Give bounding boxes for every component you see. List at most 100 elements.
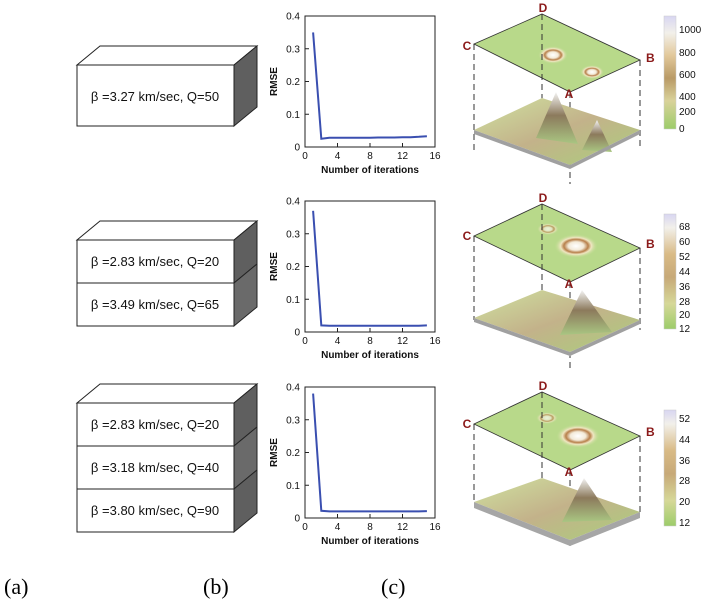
- map-3-cbar-tick-4: 28: [679, 476, 691, 487]
- map-3-cbar-tick-6: 12: [679, 518, 691, 529]
- model-1-layer-1-label: β =3.27 km/sec, Q=50: [91, 89, 219, 104]
- surface-map-1: D C B A 1000 800 600 400 200 0: [463, 1, 702, 184]
- map-1-high-2: [580, 65, 604, 79]
- surface-map-3: D C B A 52 44 36 28 20 12: [463, 379, 691, 548]
- map-3-colorbar: [663, 409, 677, 527]
- chart-2-xtick-label-1: 4: [335, 336, 341, 347]
- chart-1-ytick-label-4: 0.4: [286, 12, 300, 23]
- chart-1-plot-area: [304, 15, 436, 148]
- chart-2-ytick-label-0: 0: [294, 328, 300, 339]
- map-1-cbar-tick-3: 600: [679, 70, 696, 81]
- map-3-cbar-tick-2: 44: [679, 435, 691, 446]
- chart-2-xtick-label-4: 16: [429, 336, 441, 347]
- model-1-layer-1: [76, 64, 235, 127]
- map-1-cbar-tick-4: 400: [679, 92, 696, 103]
- map-3-cbar-tick-5: 20: [679, 497, 691, 508]
- panel-label-a: (a): [4, 574, 29, 599]
- map-3-corner-a: A: [565, 465, 574, 479]
- chart-1-xtick-label-0: 0: [302, 151, 308, 162]
- model-2-layer-1-label: β =2.83 km/sec, Q=20: [91, 254, 219, 269]
- map-3-corner-d: D: [539, 379, 548, 393]
- map-1-corner-a: A: [565, 87, 574, 101]
- model-3-layer-2-label: β =3.18 km/sec, Q=40: [91, 460, 219, 475]
- panel-label-b: (b): [203, 574, 229, 599]
- map-2-corner-b: B: [646, 237, 655, 251]
- map-2-high-2: [537, 223, 559, 235]
- map-2-corner-d: D: [539, 191, 548, 205]
- chart-2-xtick-label-0: 0: [302, 336, 308, 347]
- chart-3-xtick-label-3: 12: [397, 522, 409, 533]
- map-2-cbar-tick-8: 12: [679, 324, 691, 335]
- chart-1-series-1-line: [312, 32, 427, 140]
- map-3-corner-b: B: [646, 425, 655, 439]
- map-2-cbar-tick-4: 44: [679, 267, 691, 278]
- chart-3-series-1-line: [312, 393, 427, 513]
- map-1-peak-1: [536, 92, 578, 144]
- model-3: β =2.83 km/sec, Q=20 β =3.18 km/sec, Q=4…: [75, 382, 259, 534]
- chart-1-xtick-label-4: 16: [429, 151, 441, 162]
- chart-1-ytick-label-1: 0.1: [286, 110, 300, 121]
- model-3-layer-3-label: β =3.80 km/sec, Q=90: [91, 503, 219, 518]
- map-2-terrain-edge: [474, 318, 640, 356]
- chart-1-ytick-label-0: 0: [294, 143, 300, 154]
- map-1-cbar-tick-6: 0: [679, 124, 685, 135]
- chart-3-ytick-label-1: 0.1: [286, 481, 300, 492]
- model-3-layer-3: [76, 488, 235, 533]
- map-3-high-1: [556, 424, 600, 448]
- chart-3-ylabel: RMSE: [269, 438, 280, 467]
- chart-3-ytick-label-2: 0.2: [286, 448, 300, 459]
- map-1-cbar-tick-1: 1000: [679, 25, 702, 36]
- chart-2-ytick-label-1: 0.1: [286, 295, 300, 306]
- map-2-cbar-tick-2: 60: [679, 237, 691, 248]
- map-3-cbar-tick-3: 36: [679, 456, 691, 467]
- map-3-corner-c: C: [463, 417, 472, 431]
- chart-2-ytick-label-4: 0.4: [286, 197, 300, 208]
- model-2: β =2.83 km/sec, Q=20 β =3.49 km/sec, Q=6…: [75, 219, 259, 328]
- model-3-layer-1: [76, 402, 235, 447]
- chart-2-xtick-label-2: 8: [367, 336, 373, 347]
- map-2-corner-a: A: [565, 277, 574, 291]
- map-3-terrain: [474, 478, 640, 540]
- map-3-peak-1: [562, 478, 612, 522]
- map-2-corner-c: C: [463, 229, 472, 243]
- chart-3-xlabel: Number of iterations: [321, 536, 419, 547]
- chart-3-xtick-label-1: 4: [335, 522, 341, 533]
- map-1-cbar-tick-2: 800: [679, 48, 696, 59]
- chart-2-ylabel: RMSE: [269, 252, 280, 281]
- map-2-cbar-tick-5: 36: [679, 282, 691, 293]
- model-1: β =3.27 km/sec, Q=50: [75, 44, 259, 128]
- map-2-terrain: [474, 290, 640, 352]
- chart-1-ytick-label-2: 0.2: [286, 77, 300, 88]
- map-1-terrain-edge: [474, 130, 640, 169]
- chart-1-ylabel: RMSE: [269, 67, 280, 96]
- chart-3-ytick-label-4: 0.4: [286, 383, 300, 394]
- map-1-corner-b: B: [646, 51, 655, 65]
- map-2-cbar-tick-7: 20: [679, 310, 691, 321]
- map-2-peak-1: [560, 290, 612, 335]
- map-1-corner-d: D: [539, 1, 548, 15]
- map-2-cbar-tick-1: 68: [679, 222, 691, 233]
- model-2-layer-2-label: β =3.49 km/sec, Q=65: [91, 297, 219, 312]
- chart-2-xtick-label-3: 12: [397, 336, 409, 347]
- map-2-colorbar: [663, 213, 677, 330]
- chart-1-xtick-label-2: 8: [367, 151, 373, 162]
- chart-2-xlabel: Number of iterations: [321, 350, 419, 361]
- map-3-top-plane: [473, 391, 641, 471]
- map-3-cbar-tick-1: 52: [679, 414, 691, 425]
- chart-3-xtick-label-4: 16: [429, 522, 441, 533]
- model-3-layer-1-label: β =2.83 km/sec, Q=20: [91, 417, 219, 432]
- chart-2-ytick-label-2: 0.2: [286, 262, 300, 273]
- map-2-cbar-tick-3: 52: [679, 252, 691, 263]
- chart-2-series-1-line: [312, 210, 427, 327]
- model-2-layer-1: [76, 239, 235, 284]
- chart-3-ytick-label-0: 0: [294, 514, 300, 525]
- panel-label-c: (c): [381, 574, 406, 599]
- map-2-cbar-tick-6: 28: [679, 297, 691, 308]
- map-2-high-1: [554, 234, 598, 258]
- chart-1-xtick-label-1: 4: [335, 151, 341, 162]
- chart-1-xlabel: Number of iterations: [321, 165, 419, 176]
- chart-3-xtick-label-2: 8: [367, 522, 373, 533]
